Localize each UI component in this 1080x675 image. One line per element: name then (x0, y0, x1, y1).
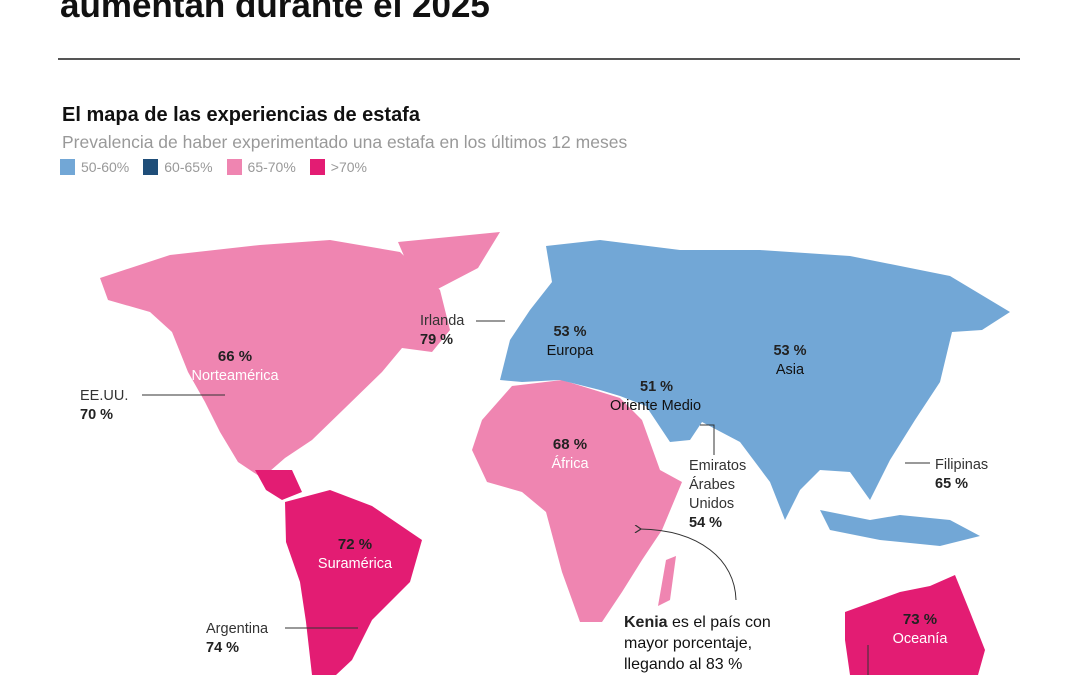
region-indonesia (820, 510, 980, 546)
legend-item: >70% (309, 159, 367, 175)
label-africa: 68 % África (551, 436, 589, 472)
legend-item: 60-65% (143, 159, 213, 175)
region-australia (845, 575, 985, 675)
legend: 50-60% 60-65% 65-70% >70% (60, 159, 367, 175)
divider (58, 58, 1020, 60)
label-filipinas: Filipinas 65 % (935, 457, 989, 492)
legend-swatch (226, 159, 242, 175)
arrow-kenia (640, 529, 737, 601)
legend-label: 65-70% (247, 159, 296, 175)
legend-swatch (60, 159, 75, 175)
legend-item: 50-60% (60, 159, 129, 175)
leader-emiratos (700, 424, 715, 455)
label-suramerica: 72 % Suramérica (317, 536, 393, 572)
legend-item: 65-70% (226, 159, 296, 175)
legend-label: 50-60% (81, 159, 130, 175)
legend-swatch (143, 159, 159, 175)
label-norteamerica: 66 % Norteamérica (191, 348, 279, 384)
label-eeuu: EE.UU. 70 % (80, 388, 129, 423)
label-emiratos: Emiratos Árabes Unidos 54 % (689, 458, 747, 531)
region-greenland (398, 232, 500, 292)
region-africa (472, 380, 682, 622)
legend-label: 60-65% (164, 159, 213, 175)
page-title: aumentan durante el 2025 (60, 0, 490, 25)
label-europa: 53 % Europa (546, 324, 594, 359)
legend-label: >70% (330, 159, 367, 175)
label-oriente-medio: 51 % Oriente Medio (610, 379, 702, 414)
region-madagascar (658, 556, 676, 606)
legend-swatch (309, 159, 325, 175)
label-argentina: Argentina 74 % (206, 621, 269, 656)
region-central-america (255, 470, 302, 500)
region-north-america (100, 240, 450, 478)
region-south-america (285, 490, 422, 675)
map-title: El mapa de las experiencias de estafa (62, 104, 420, 126)
label-oceania: 73 % Oceanía (892, 611, 948, 647)
note-kenia: Kenia es el país con mayor porcentaje, l… (624, 614, 771, 673)
label-asia: 53 % Asia (773, 343, 807, 378)
region-eurasia (500, 240, 1010, 520)
map-description: Prevalencia de haber experimentado una e… (62, 132, 628, 152)
label-irlanda: Irlanda 79 % (420, 313, 465, 348)
